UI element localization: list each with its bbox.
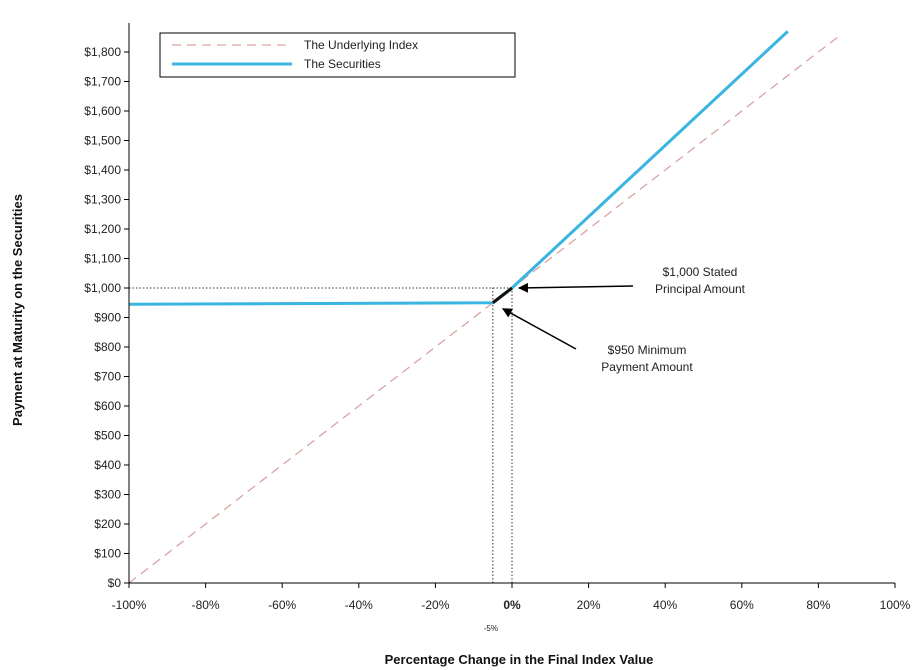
annotation-minimum-payment-arrow	[501, 308, 577, 350]
x-axis-title: Percentage Change in the Final Index Val…	[385, 652, 654, 667]
annotation-minimum-payment-label: Payment Amount	[601, 360, 693, 374]
y-axis-title: Payment at Maturity on the Securities	[10, 194, 25, 426]
x-tick-label: 80%	[806, 598, 830, 612]
y-tick-label: $1,400	[84, 163, 121, 177]
annotation-stated-principal-label: Principal Amount	[655, 282, 746, 296]
x-tick-label: 20%	[577, 598, 601, 612]
y-tick-label: $600	[94, 399, 121, 413]
x-tick-label-minus-5: -5%	[484, 624, 498, 633]
x-tick-label: 60%	[730, 598, 754, 612]
y-tick-label: $100	[94, 547, 121, 561]
legend-label-underlying-index: The Underlying Index	[304, 38, 418, 52]
x-tick-label: -80%	[192, 598, 220, 612]
axis-ticks: $0 $100 $200 $300 $400 $500 $600 $700 $800 $900 $1…	[84, 45, 910, 633]
annotation-minimum-payment-label: $950 Minimum	[608, 343, 687, 357]
y-tick-label: $1,600	[84, 104, 121, 118]
y-tick-label: $1,300	[84, 193, 121, 207]
axes	[128, 23, 895, 584]
y-tick-label: $200	[94, 517, 121, 531]
legend-box	[159, 32, 516, 78]
x-tick-label: 40%	[653, 598, 677, 612]
x-tick-label: -40%	[345, 598, 373, 612]
x-tick-label: -60%	[268, 598, 296, 612]
reference-lines	[129, 286, 513, 583]
y-tick-label: $1,700	[84, 75, 121, 89]
y-tick-label: $1,200	[84, 222, 121, 236]
annotation-stated-principal-arrow	[518, 282, 634, 293]
x-tick-label: 0%	[503, 598, 521, 612]
y-tick-label: $0	[108, 576, 122, 590]
legend: The Underlying Index The Securities	[159, 32, 516, 78]
series-lines	[128, 30, 842, 584]
series-line-the-underlying-index	[128, 33, 842, 584]
annotation-stated-principal-label: $1,000 Stated	[663, 265, 738, 279]
series-line-transition	[491, 286, 513, 304]
y-tick-label: $1,000	[84, 281, 121, 295]
y-tick-label: $1,500	[84, 134, 121, 148]
x-tick-label: -100%	[112, 598, 147, 612]
y-tick-label: $1,100	[84, 252, 121, 266]
y-tick-label: $500	[94, 429, 121, 443]
y-tick-label: $900	[94, 311, 121, 325]
y-tick-label: $300	[94, 488, 121, 502]
y-tick-label: $800	[94, 340, 121, 354]
y-tick-label: $400	[94, 458, 121, 472]
legend-label-securities: The Securities	[304, 57, 381, 71]
y-tick-label: $1,800	[84, 45, 121, 59]
y-tick-label: $700	[94, 370, 121, 384]
x-tick-label: 100%	[880, 598, 911, 612]
x-tick-label: -20%	[421, 598, 449, 612]
annotations: $1,000 Stated Principal Amount $950 Minimu…	[501, 265, 746, 374]
